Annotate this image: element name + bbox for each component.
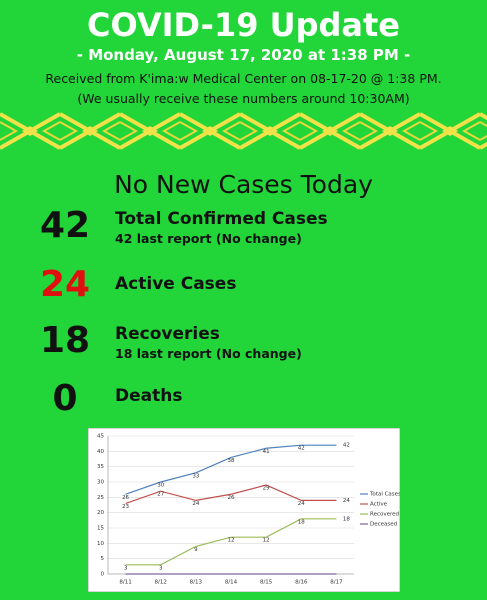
- x-tick-label: 8/15: [260, 580, 273, 586]
- x-tick-label: 8/12: [155, 580, 167, 586]
- legend-label: Deceased: [370, 522, 397, 528]
- x-tick-label: 8/17: [330, 580, 343, 586]
- data-label: 24: [192, 501, 199, 507]
- y-tick-label: 40: [97, 449, 104, 455]
- data-label: 38: [228, 458, 235, 464]
- data-label: 27: [157, 492, 164, 498]
- y-tick-label: 10: [97, 541, 104, 547]
- stat-number: 42: [39, 205, 91, 246]
- stat: 0 Deaths: [0, 378, 487, 428]
- legend-label: Total Cases: [369, 492, 400, 498]
- legend-label: Active: [370, 502, 388, 508]
- y-tick-label: 45: [97, 434, 104, 440]
- data-label: 12: [228, 538, 235, 544]
- date: - Monday, August 17, 2020 at 1:38 PM -: [76, 46, 411, 64]
- line: [125, 444, 337, 495]
- chart: 0 5 10 15 20 25 30 35 40 45 8/11 8/12 8/13 8/14 8/15 8/…: [88, 428, 400, 592]
- y-tick-label: 15: [97, 526, 104, 532]
- stat-label: Deaths: [115, 386, 183, 406]
- data-label: 42: [298, 446, 305, 452]
- title: COVID-19 Update: [87, 6, 400, 44]
- source: Received from K'ima:w Medical Center on …: [45, 71, 442, 86]
- stat-number: 24: [39, 264, 91, 305]
- x-tick-label: 8/16: [295, 580, 308, 586]
- stat-label: Total Confirmed Cases: [115, 209, 328, 229]
- data-label: 41: [263, 449, 270, 455]
- data-label: 26: [122, 495, 129, 501]
- data-label: 23: [122, 504, 129, 510]
- x-tick-label: 8/11: [119, 580, 131, 586]
- data-label: 26: [228, 495, 235, 501]
- line: [125, 518, 337, 566]
- data-label: 18: [298, 519, 305, 525]
- stat-number: 0: [52, 378, 78, 419]
- line: [125, 484, 337, 505]
- stat-note: 18 last report (No change): [115, 346, 302, 361]
- stat-label: Recoveries: [115, 324, 220, 344]
- zigzag-band: [0, 110, 487, 152]
- legend-label: Recovered: [370, 512, 399, 518]
- data-label: 30: [157, 483, 164, 489]
- y-tick-label: 5: [101, 556, 105, 562]
- chart-frame: [88, 428, 400, 592]
- data-label: 42: [343, 443, 350, 449]
- stat: 42 Total Confirmed Cases 42 last report …: [0, 205, 487, 255]
- y-tick-label: 30: [97, 480, 104, 486]
- data-label: 3: [159, 565, 163, 571]
- stat-number: 18: [39, 320, 91, 361]
- data-label: 12: [263, 538, 270, 544]
- y-tick-label: 35: [97, 464, 104, 470]
- y-tick-label: 20: [97, 510, 104, 516]
- data-label: 18: [343, 516, 350, 522]
- stat: 18 Recoveries 18 last report (No change): [0, 320, 487, 370]
- headline: No New Cases Today: [114, 170, 373, 199]
- data-label: 3: [124, 565, 128, 571]
- data-label: 9: [194, 547, 198, 553]
- data-label: 24: [298, 501, 305, 507]
- stat-note: 42 last report (No change): [115, 231, 302, 246]
- x-tick-label: 8/13: [190, 580, 203, 586]
- y-tick-label: 0: [101, 572, 105, 578]
- data-label: 24: [343, 498, 350, 504]
- note: (We usually receive these numbers around…: [77, 91, 410, 106]
- stat-label: Active Cases: [115, 274, 237, 294]
- data-label: 33: [192, 473, 199, 479]
- y-tick-label: 25: [97, 495, 104, 501]
- stat: 24 Active Cases: [0, 264, 487, 314]
- x-tick-label: 8/14: [225, 580, 238, 586]
- data-label: 29: [263, 486, 270, 492]
